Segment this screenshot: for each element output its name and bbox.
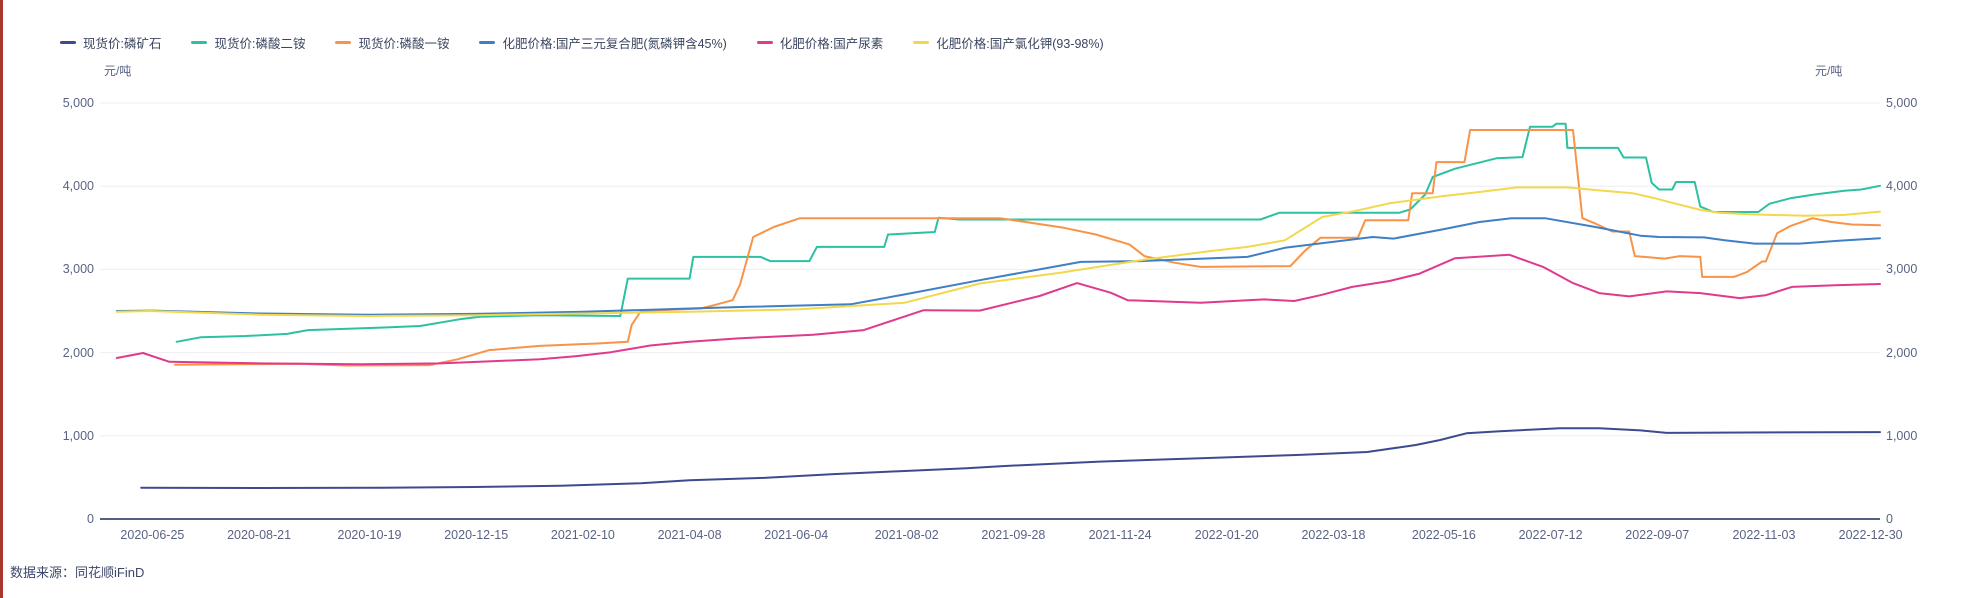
legend-item-npk_compound[interactable]: 化肥价格:国产三元复合肥(氮磷钾含45%) (479, 33, 727, 52)
x-tick-label: 2022-09-07 (1625, 528, 1690, 542)
series-line[interactable] (115, 217, 1881, 316)
data-source-note: 数据来源：同花顺iFinD (10, 565, 145, 580)
x-tick-label: 2021-04-08 (657, 528, 722, 542)
series-line[interactable] (115, 253, 1881, 366)
x-tick-label: 2020-12-15 (444, 528, 509, 542)
x-tick-label: 2021-11-24 (1088, 528, 1152, 542)
legend-item-phosphate_rock[interactable]: 现货价:磷矿石 (60, 33, 161, 52)
window-edge-accent (0, 0, 3, 598)
y-tick-label: 4,000 (1886, 179, 1918, 194)
x-tick-label: 2022-12-30 (1838, 528, 1903, 542)
legend-label: 化肥价格:国产三元复合肥(氮磷钾含45%) (502, 37, 727, 51)
legend-item-potassium_chloride[interactable]: 化肥价格:国产氯化钾(93-98%) (913, 33, 1104, 52)
legend-item-dap[interactable]: 现货价:磷酸二铵 (191, 33, 305, 52)
legend-swatch-icon (335, 41, 352, 44)
y-axis-unit-right: 元/吨 (1815, 64, 1843, 78)
y-tick-label: 5,000 (1886, 96, 1918, 110)
y-tick-label: 1,000 (62, 428, 94, 443)
legend-label: 现货价:磷酸一铵 (358, 37, 450, 51)
x-tick-label: 2020-06-25 (120, 528, 185, 542)
chart-legend: 现货价:磷矿石 现货价:磷酸二铵 现货价:磷酸一铵 化肥价格:国产三元复合肥(氮磷钾含… (60, 33, 1104, 52)
series-line[interactable] (115, 186, 1881, 317)
legend-item-map[interactable]: 现货价:磷酸一铵 (335, 33, 449, 52)
y-tick-label: 3,000 (1886, 262, 1918, 277)
series-line[interactable] (173, 129, 1881, 367)
legend-swatch-icon (60, 41, 76, 44)
legend-label: 化肥价格:国产尿素 (779, 37, 884, 51)
legend-swatch-icon (913, 41, 930, 44)
y-tick-label: 4,000 (62, 179, 94, 194)
x-tick-label: 2021-02-10 (550, 528, 615, 542)
legend-label: 现货价:磷矿石 (83, 37, 162, 51)
x-tick-label: 2022-11-03 (1732, 528, 1796, 542)
y-tick-label: 3,000 (62, 262, 94, 277)
legend-label: 现货价:磷酸二铵 (214, 37, 306, 51)
series-line[interactable] (175, 122, 1881, 343)
y-tick-label: 5,000 (62, 96, 94, 110)
x-tick-label: 2020-10-19 (337, 528, 402, 542)
y-tick-label: 1,000 (1886, 428, 1918, 443)
legend-item-urea[interactable]: 化肥价格:国产尿素 (756, 33, 884, 52)
legend-label: 化肥价格:国产氯化钾(93-98%) (936, 37, 1104, 51)
x-tick-label: 2021-06-04 (764, 528, 829, 542)
y-tick-label: 2,000 (62, 345, 94, 360)
legend-swatch-icon (191, 41, 208, 44)
x-tick-label: 2022-03-18 (1301, 528, 1366, 542)
legend-swatch-icon (479, 41, 496, 44)
x-tick-label: 2022-05-16 (1411, 528, 1476, 542)
x-tick-label: 2022-01-20 (1194, 528, 1259, 542)
legend-swatch-icon (756, 41, 773, 44)
x-tick-label: 2022-07-12 (1518, 528, 1583, 542)
y-tick-label: 0 (87, 512, 94, 526)
x-tick-label: 2021-09-28 (981, 528, 1046, 542)
series-line[interactable] (140, 427, 1881, 489)
y-tick-label: 2,000 (1886, 345, 1918, 360)
y-tick-label: 0 (1886, 512, 1893, 526)
y-axis-unit-left: 元/吨 (104, 64, 132, 78)
x-tick-label: 2020-08-21 (227, 528, 292, 542)
x-tick-label: 2021-08-02 (874, 528, 939, 542)
